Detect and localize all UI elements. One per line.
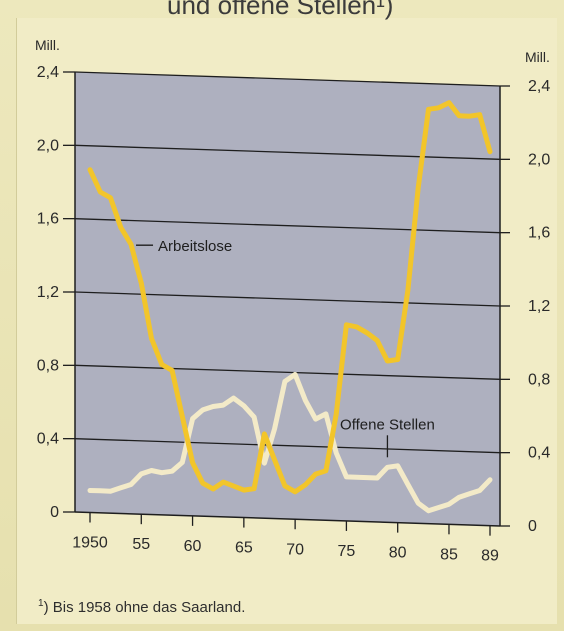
y-right-tick-label: 1,6	[528, 225, 550, 242]
y-left-tick-label: 1,2	[37, 284, 59, 301]
y-left-tick-label: 0,8	[37, 357, 59, 374]
grid-line	[74, 71, 501, 87]
y-left-tick-label: 0,4	[37, 431, 59, 448]
grid-line	[74, 438, 501, 454]
y-right-tick-label: 0,8	[528, 371, 550, 388]
y-right-ticks: 0 0,4 0,8 1,2 1,6 2,0 2,4	[500, 78, 550, 535]
x-tick-label: 89	[481, 548, 499, 565]
annotations-layer: Arbeitslose Offene Stellen	[136, 238, 435, 458]
series-layer	[87, 100, 493, 514]
page-title: und offene Stellen¹)	[167, 0, 394, 20]
x-tick-label: 65	[235, 540, 253, 557]
footnote: 1) Bis 1958 ohne das Saarland.	[38, 598, 245, 616]
y-left-tick-label: 0	[50, 504, 59, 521]
y-left-tick-label: 2,4	[37, 64, 59, 81]
footnote-marker: 1	[38, 598, 44, 609]
x-tick-label: 70	[286, 541, 304, 558]
y-left-ticks: 0 0,4 0,8 1,2 1,6 2,0 2,4	[37, 64, 75, 521]
series-line-offene-stellen	[87, 371, 493, 514]
grid-lines	[74, 71, 501, 454]
grid-line	[74, 364, 501, 380]
annotation-offene-stellen: Offene Stellen	[340, 416, 435, 433]
series-line-arbeitslose	[87, 100, 493, 495]
x-tick-label: 55	[132, 536, 150, 553]
grid-line	[74, 218, 501, 234]
x-tick-label: 60	[184, 538, 202, 555]
footnote-text: ) Bis 1958 ohne das Saarland.	[43, 599, 246, 616]
x-ticks: 1950 55 60 65 70 75 80 85 89	[72, 512, 499, 565]
y-axis-unit-left: Mill.	[35, 37, 60, 53]
y-right-tick-label: 1,2	[528, 298, 550, 315]
x-tick-label: 80	[389, 545, 407, 562]
y-right-tick-label: 0	[528, 518, 537, 535]
x-tick-label: 85	[440, 546, 458, 563]
y-right-tick-label: 2,4	[528, 78, 550, 95]
y-axis-unit-right: Mill.	[525, 49, 550, 65]
y-right-tick-label: 0,4	[528, 445, 550, 462]
x-axis-line	[74, 511, 501, 527]
grid-line	[74, 144, 501, 160]
annotation-arbeitslose: Arbeitslose	[158, 238, 232, 255]
y-right-tick-label: 2,0	[528, 151, 550, 168]
x-tick-label: 75	[338, 543, 356, 560]
y-left-tick-label: 1,6	[37, 211, 59, 228]
x-tick-label: 1950	[72, 534, 108, 551]
y-left-tick-label: 2,0	[37, 137, 59, 154]
